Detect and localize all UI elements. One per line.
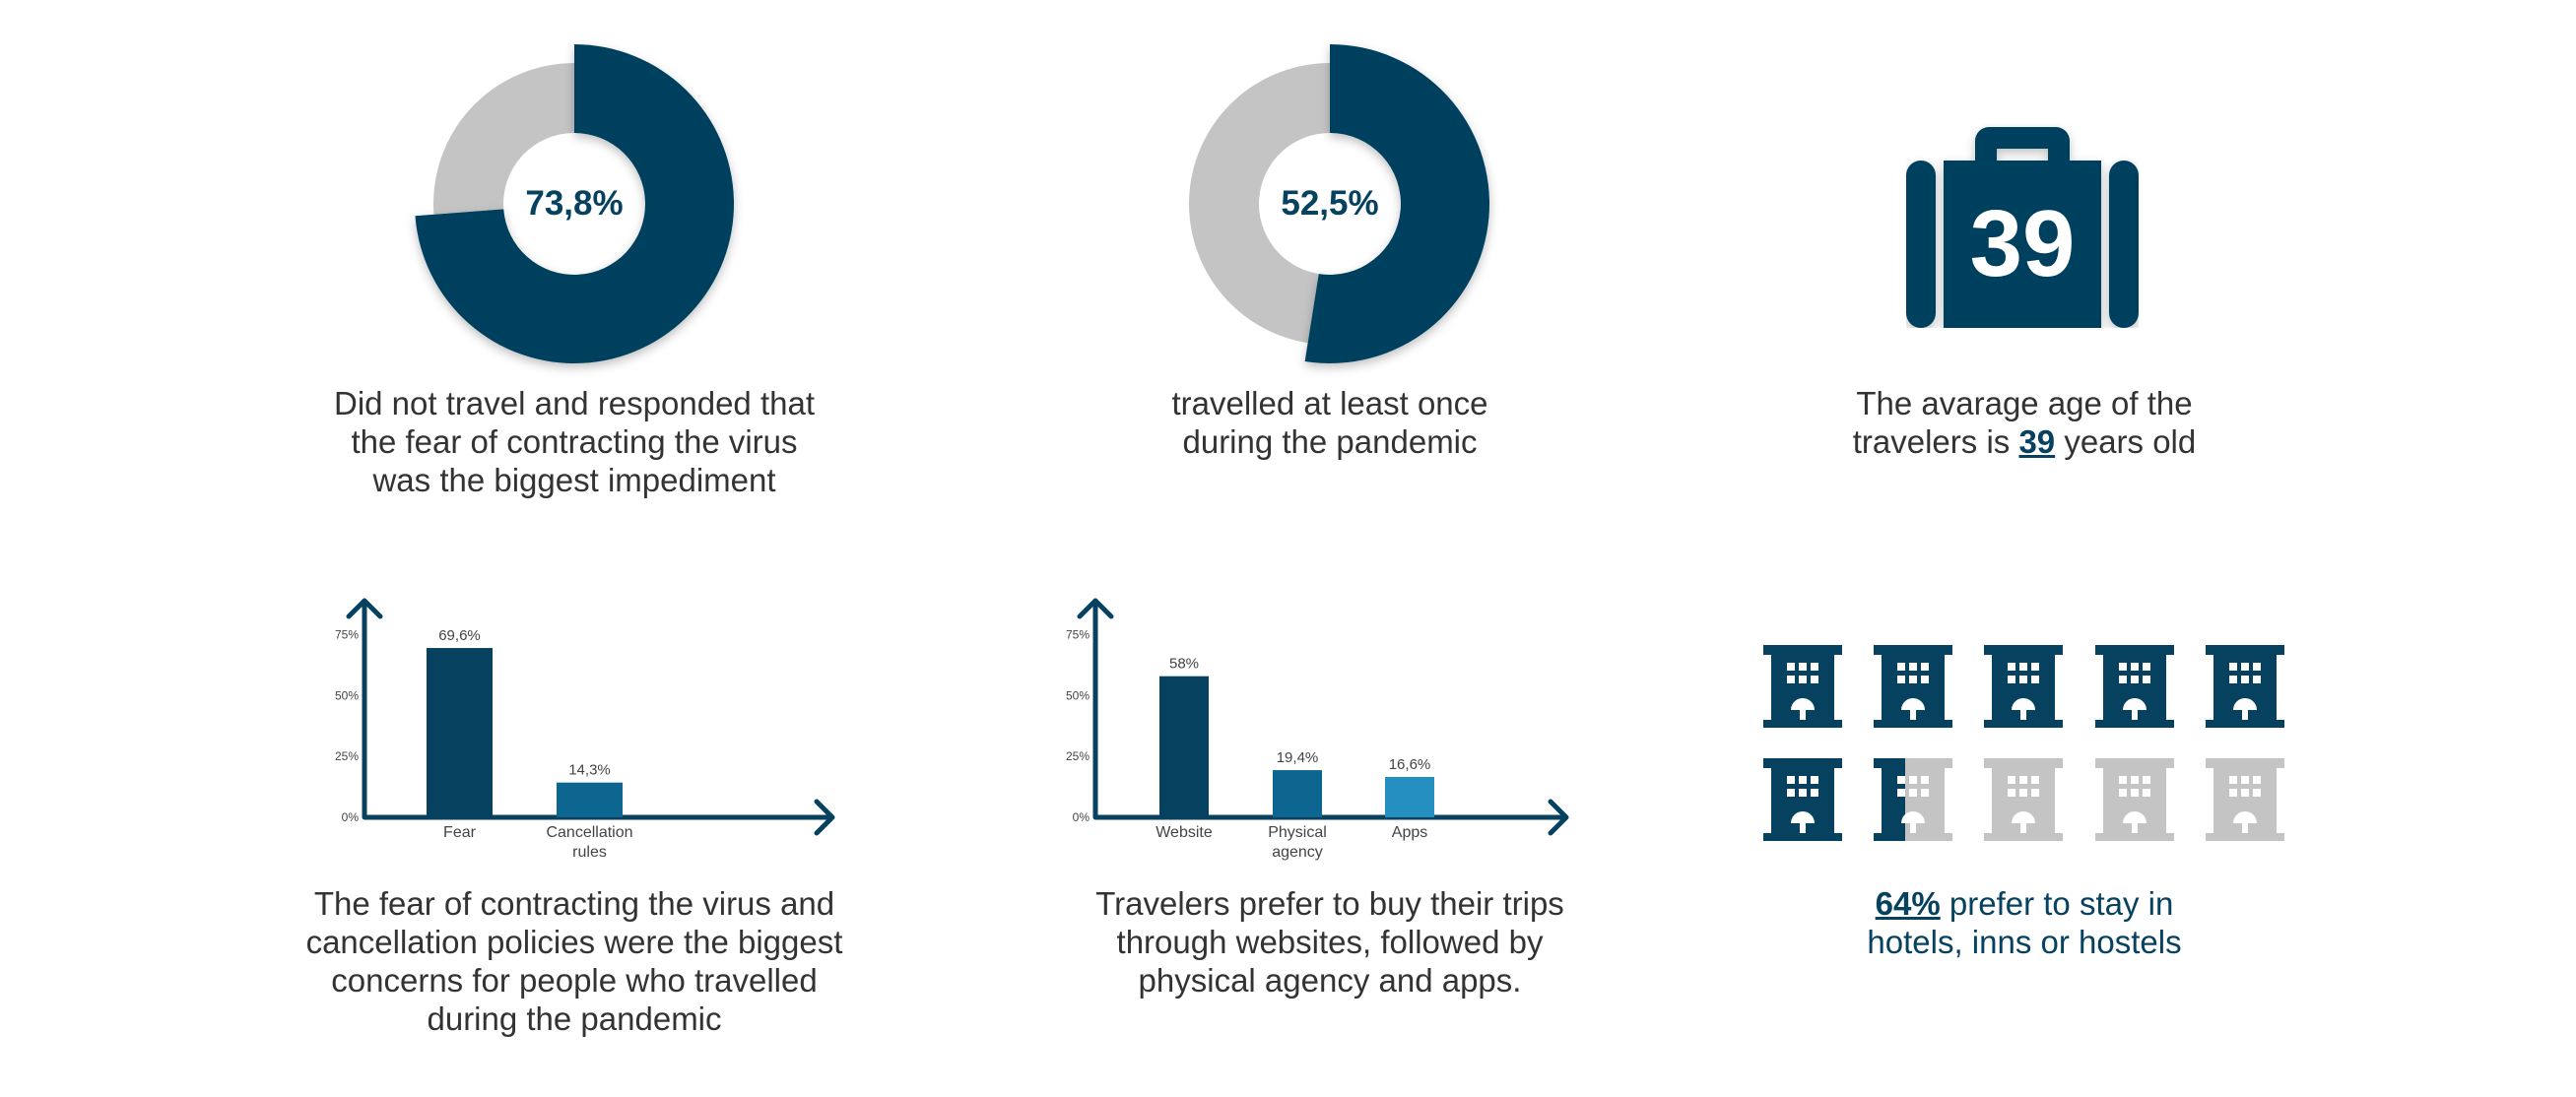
chart-2-data-label: 58% bbox=[1169, 656, 1199, 673]
chart-2-ytick-label: 75% bbox=[1066, 628, 1090, 642]
hotel-building-icon bbox=[1874, 758, 1952, 841]
hotel-building-icon bbox=[2206, 758, 2284, 841]
chart-2-ytick-label: 50% bbox=[1066, 688, 1090, 702]
chart-1-ytick-label: 0% bbox=[342, 810, 360, 824]
bar-chart-concerns: 0% 25% 50% 75% 69,6% Fear 14,3% Cancellation rul… bbox=[335, 598, 835, 861]
hotels-caption-percent: 64% bbox=[1875, 885, 1941, 922]
hotel-building-icon bbox=[1984, 645, 2063, 728]
chart-1-bar bbox=[557, 782, 623, 817]
chart-2-axes bbox=[1077, 598, 1569, 836]
chart-2-ytick-label: 0% bbox=[1073, 810, 1090, 824]
chart-1-data-label: 69,6% bbox=[438, 627, 481, 644]
chart-1-ytick-label: 75% bbox=[335, 628, 359, 642]
chart-1-data-label: 14,3% bbox=[568, 762, 611, 779]
hotel-building-icon bbox=[1984, 758, 2063, 841]
chart-1-caption: The fear of contracting the virus and ca… bbox=[305, 885, 843, 1037]
chart-2-category-label: Physical agency bbox=[1268, 824, 1327, 861]
hotel-building-icon bbox=[2095, 758, 2174, 841]
hotels-caption: 64% prefer to stay in hotels, inns or ho… bbox=[1867, 885, 2182, 960]
donut-1-caption: Did not travel and responded that the fe… bbox=[334, 385, 815, 498]
chart-1-axes bbox=[346, 598, 835, 836]
chart-1-category-label: Fear bbox=[443, 824, 477, 841]
chart-2-bar bbox=[1273, 770, 1322, 817]
hotel-building-icon bbox=[2206, 645, 2284, 728]
chart-2-bar bbox=[1159, 676, 1209, 817]
chart-2-caption: Travelers prefer to buy their trips thro… bbox=[1095, 885, 1564, 999]
age-caption: The avarage age of the travelers is 39 y… bbox=[1852, 385, 2197, 460]
bar-chart-channels: 0% 25% 50% 75% 58% Website 19,4% Physical agency… bbox=[1066, 598, 1569, 861]
chart-1-ytick-label: 50% bbox=[335, 688, 359, 702]
donut-2-caption: travelled at least once during the pande… bbox=[1171, 385, 1488, 460]
chart-2-bar bbox=[1385, 776, 1434, 817]
chart-2-data-label: 19,4% bbox=[1277, 749, 1319, 766]
hotel-icon-grid bbox=[1763, 645, 2284, 841]
chart-2-data-label: 16,6% bbox=[1389, 756, 1431, 773]
chart-2-category-label: Website bbox=[1156, 824, 1213, 841]
donut-2-value: 52,5% bbox=[1281, 184, 1379, 223]
chart-1-ytick-label: 25% bbox=[335, 749, 359, 763]
chart-1-category-label: Cancellation rules bbox=[546, 824, 632, 861]
chart-2-category-label: Apps bbox=[1392, 824, 1427, 841]
chart-2-ytick-label: 25% bbox=[1066, 749, 1090, 763]
hotel-building-icon bbox=[1763, 645, 1842, 728]
chart-1-bar bbox=[427, 648, 493, 817]
suitcase-icon: 39 bbox=[1906, 123, 2139, 328]
age-caption-number: 39 bbox=[2018, 423, 2056, 460]
hotel-building-icon bbox=[1763, 758, 1842, 841]
suitcase-number: 39 bbox=[1969, 191, 2076, 296]
donut-1-value: 73,8% bbox=[525, 184, 624, 223]
hotel-building-icon bbox=[1874, 645, 1952, 728]
hotel-building-icon bbox=[2095, 645, 2174, 728]
